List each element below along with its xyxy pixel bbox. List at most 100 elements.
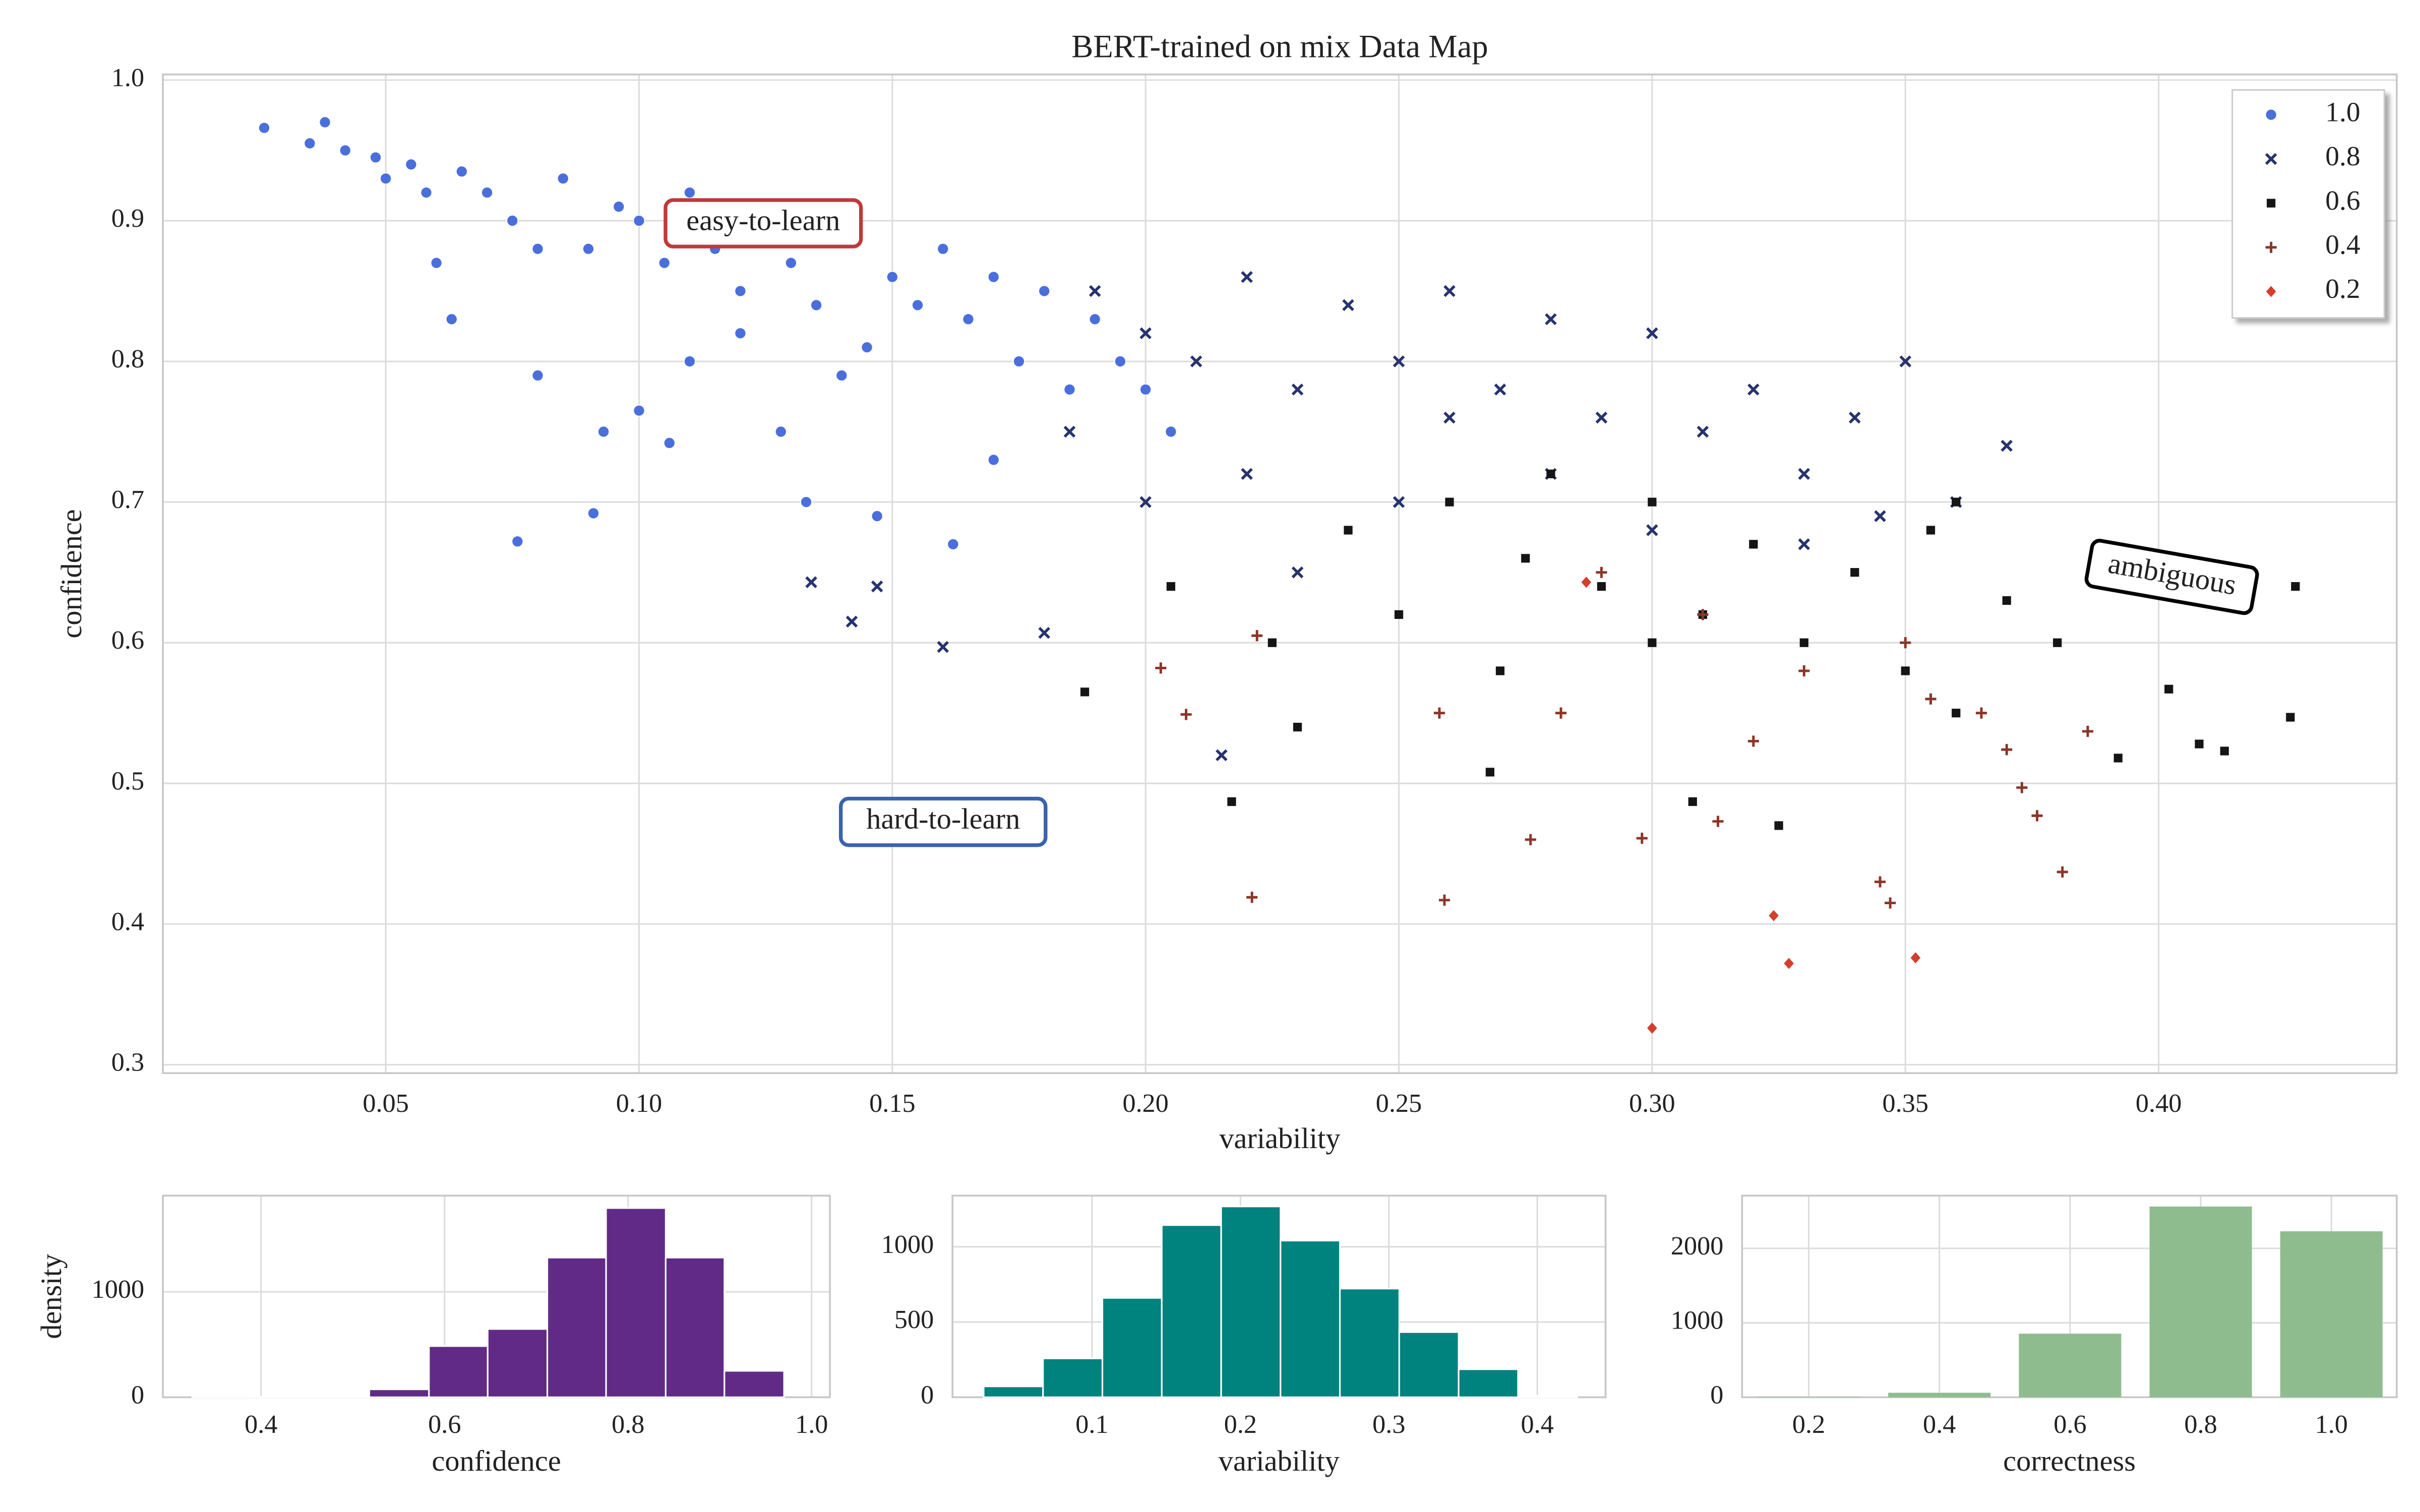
x-tick-label: 0.6	[428, 1410, 461, 1439]
legend-label: 0.6	[2325, 185, 2360, 216]
point	[1166, 582, 1176, 591]
y-tick-label: 0.6	[111, 625, 144, 655]
point	[430, 257, 443, 269]
point	[319, 116, 331, 129]
point	[800, 496, 813, 509]
histogram-bar	[1458, 1368, 1519, 1398]
point	[2082, 725, 2094, 737]
y-tick-label: 0	[131, 1380, 144, 1409]
point	[1697, 425, 1709, 438]
point	[2016, 782, 2028, 793]
point	[1291, 566, 1304, 579]
y-tick-label: 1000	[881, 1230, 934, 1259]
point	[531, 369, 544, 382]
point	[886, 271, 898, 283]
point	[810, 299, 823, 311]
point	[1545, 313, 1557, 326]
x-tick-label: 0.8	[2184, 1410, 2217, 1439]
point	[1648, 497, 1657, 507]
annotation-box	[839, 796, 1048, 847]
legend-marker	[2265, 241, 2277, 253]
x-tick-label: 0.15	[869, 1089, 916, 1118]
point	[784, 257, 797, 269]
point	[420, 186, 433, 199]
point	[1438, 894, 1450, 906]
x-tick-label: 0.40	[2136, 1089, 2182, 1118]
point	[1038, 626, 1051, 639]
point	[1165, 425, 1177, 438]
point	[557, 172, 569, 185]
point	[1155, 662, 1167, 674]
point	[1485, 768, 1495, 777]
point	[1925, 693, 1937, 705]
point	[1926, 526, 1935, 535]
point	[1901, 666, 1910, 675]
point	[1697, 609, 1709, 620]
point	[1241, 271, 1253, 283]
x-tick-label: 0.2	[1224, 1410, 1257, 1439]
point	[1747, 384, 1760, 396]
histogram-bar	[1339, 1288, 1400, 1398]
legend-label: 0.4	[2325, 229, 2360, 260]
histogram-bar	[1042, 1357, 1104, 1398]
histogram-bar	[250, 1396, 312, 1398]
y-tick-label: 2000	[1671, 1231, 1724, 1261]
point	[2195, 739, 2204, 748]
point	[1180, 709, 1192, 720]
point	[613, 201, 625, 213]
point	[1139, 496, 1152, 508]
point	[597, 425, 610, 438]
annotation: hard-to-learn	[839, 796, 1048, 847]
point	[633, 404, 645, 417]
point	[734, 285, 747, 297]
point	[1063, 383, 1076, 396]
point	[587, 507, 600, 520]
point	[845, 615, 858, 628]
histogram-bar	[1398, 1331, 1460, 1398]
point	[937, 641, 949, 653]
point	[1646, 327, 1658, 340]
point	[861, 341, 873, 354]
point	[1874, 876, 1886, 888]
point	[1798, 468, 1810, 480]
bar	[1888, 1393, 1991, 1398]
point	[774, 425, 787, 438]
point	[1774, 821, 1783, 830]
x-axis-label: variability	[1219, 1122, 1340, 1155]
point	[1975, 707, 1987, 719]
point	[1647, 1022, 1657, 1034]
point	[1910, 952, 1921, 964]
point	[2053, 638, 2062, 647]
x-tick-label: 0.4	[245, 1410, 277, 1439]
y-tick-label: 0.9	[111, 204, 144, 233]
point	[582, 242, 595, 255]
point	[663, 436, 676, 449]
point	[1798, 665, 1810, 677]
histogram-bar	[1161, 1224, 1222, 1398]
point	[1952, 709, 1961, 718]
x-axis-label: variability	[1219, 1444, 1340, 1477]
point	[2001, 744, 2013, 755]
point	[1521, 554, 1530, 563]
point	[1555, 707, 1567, 719]
point	[1114, 355, 1126, 368]
x-tick-label: 1.0	[2315, 1410, 2348, 1439]
x-tick-label: 0.3	[1372, 1410, 1405, 1439]
point	[962, 313, 975, 326]
point	[2056, 866, 2068, 878]
x-tick-label: 0.8	[612, 1410, 644, 1439]
annotation-box	[663, 198, 863, 248]
point	[1769, 910, 1779, 921]
point	[1596, 566, 1607, 578]
point	[835, 369, 848, 382]
y-tick-label: 1.0	[111, 63, 144, 92]
point	[1747, 735, 1759, 747]
legend-marker	[2267, 199, 2276, 208]
point	[1712, 815, 1724, 827]
point	[380, 172, 392, 185]
point	[2164, 684, 2173, 694]
point	[455, 165, 468, 178]
point	[1139, 383, 1152, 396]
point	[1597, 582, 1606, 591]
